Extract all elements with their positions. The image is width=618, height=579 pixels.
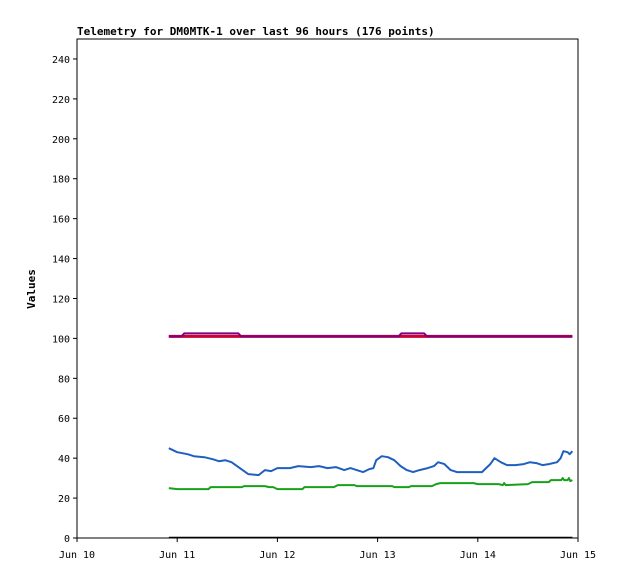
y-tick-label: 80	[58, 374, 70, 385]
y-tick-label: 40	[58, 454, 70, 465]
x-axis: Jun 10 Jun 11 Jun 12 Jun 13 Jun 14 Jun 15	[59, 538, 596, 561]
y-tick-label: 0	[64, 534, 70, 545]
y-tick-label: 20	[58, 494, 70, 505]
plot-area	[76, 38, 579, 539]
y-tick-label: 60	[58, 414, 70, 425]
series-line-2	[168, 332, 573, 338]
series-layer	[168, 332, 574, 539]
x-tick-label: Jun 10	[59, 550, 95, 561]
y-tick-label: 200	[52, 135, 70, 146]
y-axis-label: Values	[25, 269, 38, 309]
y-tick-label: 240	[52, 55, 70, 66]
y-tick-label: 220	[52, 95, 70, 106]
y-tick-label: 160	[52, 215, 70, 226]
x-tick-label: Jun 13	[360, 550, 396, 561]
series-line-4	[168, 477, 573, 491]
y-tick-label: 100	[52, 334, 70, 345]
series-line-3	[168, 447, 574, 477]
y-axis: 0 20 40 60 80 100 120 140 160 180 200 220 240	[52, 55, 77, 545]
y-tick-label: 140	[52, 255, 70, 266]
y-tick-label: 120	[52, 294, 70, 305]
x-tick-label: Jun 14	[460, 550, 496, 561]
x-tick-label: Jun 11	[159, 550, 195, 561]
y-tick-label: 180	[52, 175, 70, 186]
x-tick-label: Jun 12	[259, 550, 295, 561]
chart-title: Telemetry for DM0MTK-1 over last 96 hour…	[77, 25, 435, 38]
x-tick-label: Jun 15	[560, 550, 596, 561]
